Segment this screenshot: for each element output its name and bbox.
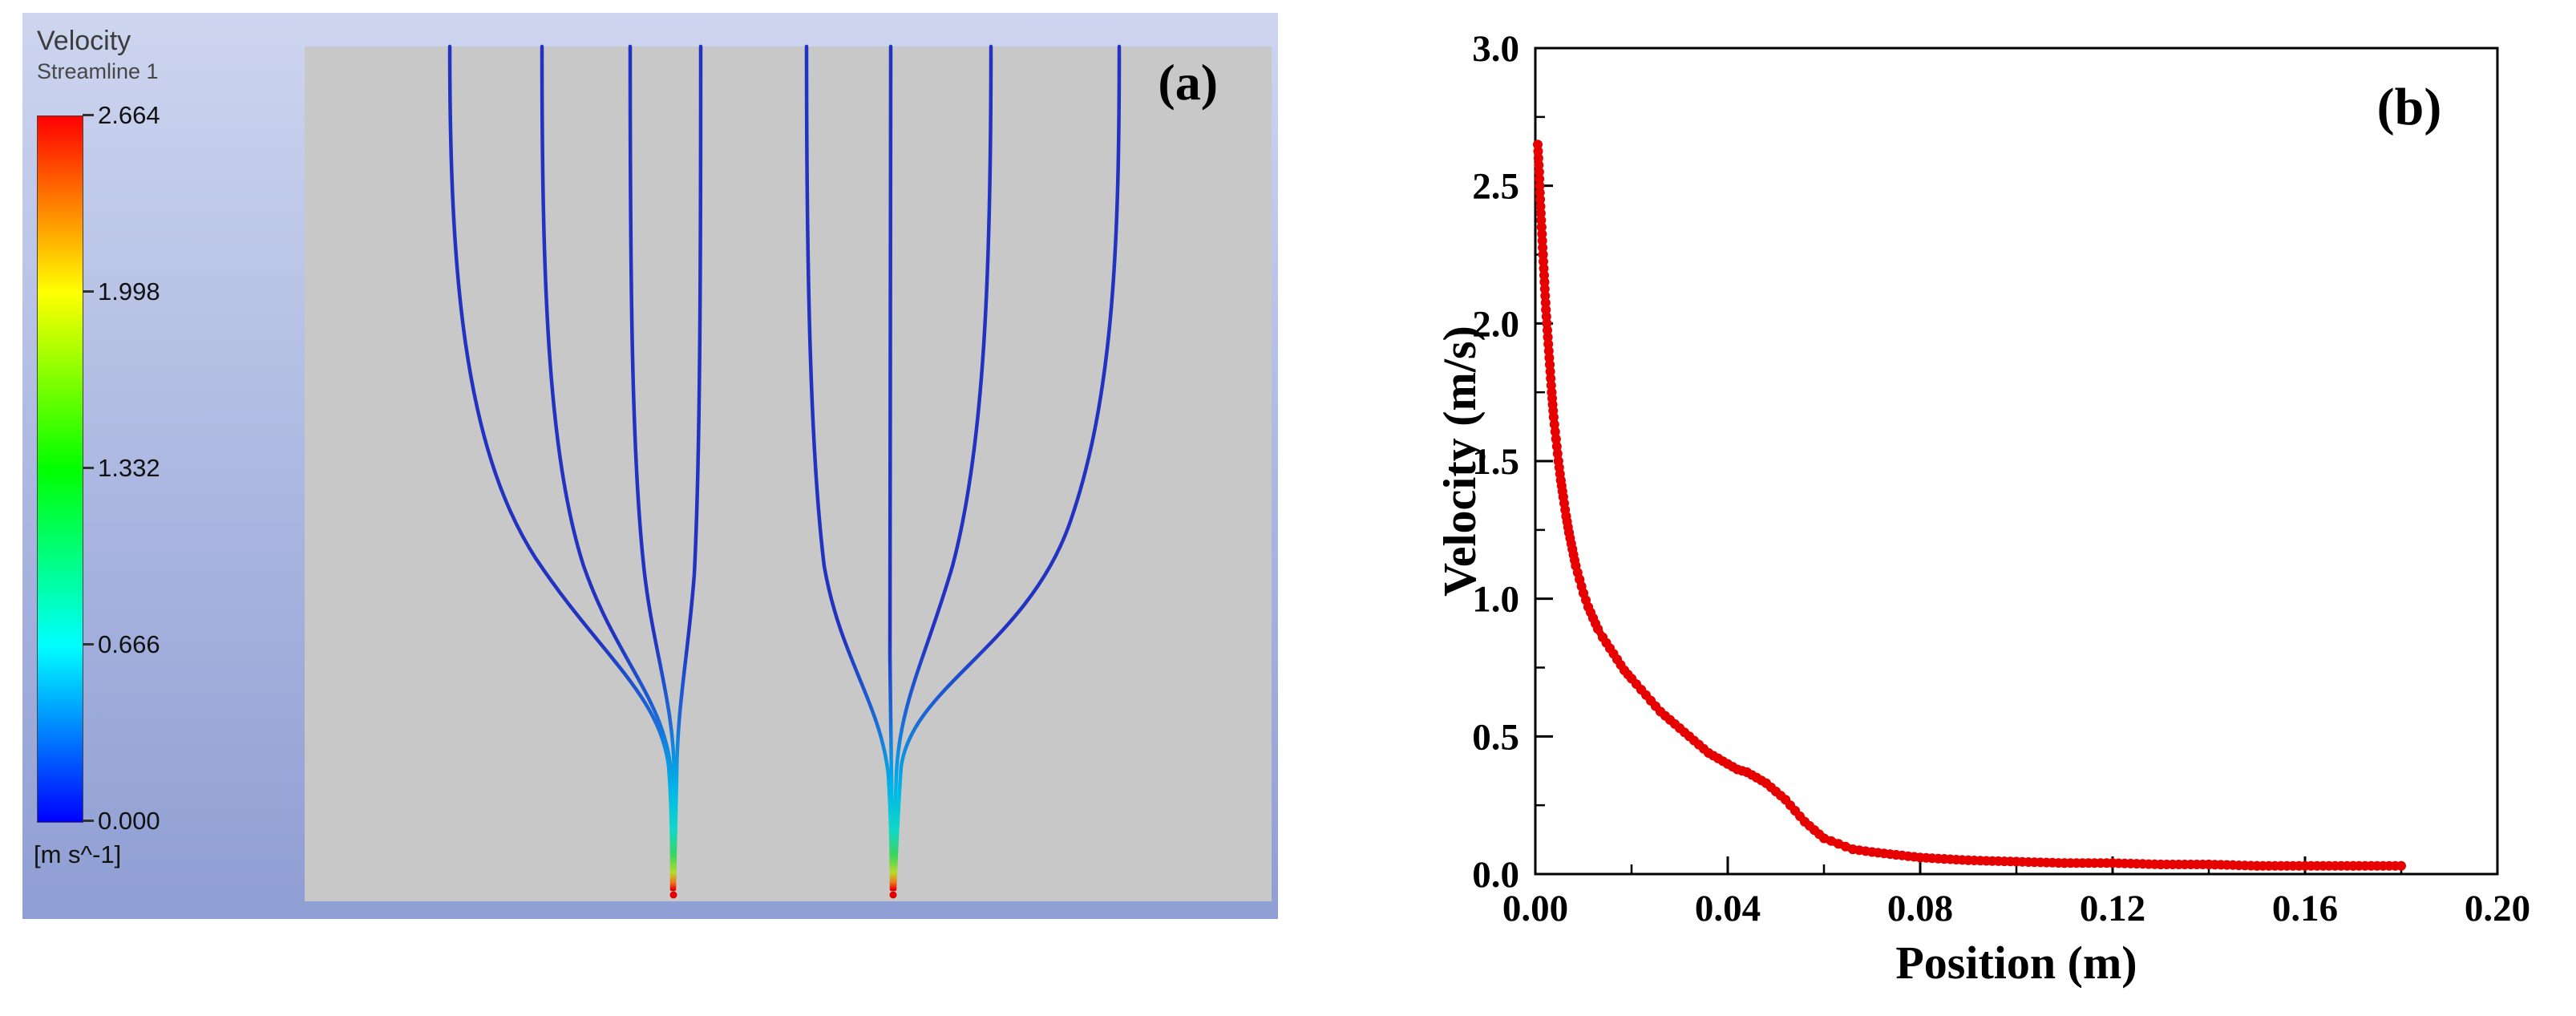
data-marker: [1536, 222, 1547, 233]
colorbar-legend: Velocity Streamline 1 2.664 1.998 1.332 …: [22, 13, 305, 919]
data-marker: [1544, 353, 1555, 363]
data-marker: [1539, 270, 1549, 281]
data-marker: [1552, 448, 1563, 459]
data-marker: [1533, 146, 1543, 156]
streamline-path: [891, 44, 993, 892]
data-marker: [1543, 325, 1552, 335]
cfd-viewport: [305, 47, 1272, 901]
streamline-path: [888, 44, 895, 892]
axis-ticks: [1534, 47, 2499, 876]
data-marker: [1542, 318, 1552, 329]
series-line: [1534, 140, 2405, 870]
data-marker: [1549, 419, 1559, 430]
data-marker: [1540, 291, 1551, 301]
colorbar-tick-label: 1.998: [83, 277, 160, 306]
streamline-path: [672, 44, 703, 892]
data-marker: [1834, 839, 1843, 849]
data-marker: [1540, 298, 1551, 308]
data-marker: [1546, 380, 1556, 391]
data-marker: [1539, 284, 1550, 294]
panel-a-label: (a): [1158, 54, 1218, 111]
data-marker: [1538, 249, 1548, 260]
data-marker: [1543, 346, 1554, 356]
y-tick-label: 2.5: [1472, 166, 1519, 208]
data-marker: [1826, 836, 1836, 846]
streamline-path: [804, 44, 894, 892]
data-marker: [1841, 841, 1850, 852]
data-marker: [1535, 208, 1546, 218]
y-tick-label: 1.0: [1472, 579, 1519, 621]
x-axis-title: Position (m): [1895, 937, 2137, 989]
colorbar-tick-label: 2.664: [83, 101, 160, 129]
data-marker: [1535, 201, 1546, 212]
colorbar: [37, 115, 83, 823]
streamline-path: [892, 44, 1122, 892]
x-tick-label: 0.00: [1502, 888, 1568, 929]
data-marker: [1535, 194, 1545, 204]
data-marker: [1534, 160, 1544, 170]
jet-tip-dot: [889, 891, 897, 899]
plot-frame: [1534, 47, 2499, 876]
colorbar-tick-label: 0.666: [83, 630, 160, 658]
legend-units: [m s^-1]: [34, 840, 122, 868]
panel-b-label: (b): [2377, 78, 2442, 136]
data-series: [1533, 140, 2406, 871]
x-tick-label: 0.08: [1887, 888, 1953, 929]
x-tick-label: 0.04: [1695, 888, 1761, 929]
data-marker: [1541, 311, 1551, 322]
y-tick-label: 2.0: [1472, 303, 1519, 345]
data-marker: [1537, 236, 1547, 246]
data-marker: [1533, 140, 1543, 150]
data-marker: [2396, 860, 2406, 871]
x-tick-label: 0.12: [2080, 888, 2145, 929]
y-tick-label: 1.5: [1472, 441, 1519, 483]
data-marker: [1539, 257, 1548, 267]
plot-svg: 0.00 0.04 0.08 0.12 0.16 0.20 0.0 0.5 1.0 1.5 2.0 2…: [1434, 28, 2530, 989]
x-tick-label: 0.20: [2465, 888, 2530, 929]
legend-title: Velocity: [37, 26, 131, 56]
data-marker: [1551, 434, 1561, 444]
data-marker: [1539, 277, 1550, 287]
jet-tip-dot: [669, 891, 677, 899]
velocity-position-chart: 0.00 0.04 0.08 0.12 0.16 0.20 0.0 0.5 1.0 1.5 2.0 2…: [1434, 8, 2566, 1010]
y-tick-label: 0.0: [1472, 854, 1519, 896]
data-marker: [1539, 263, 1549, 273]
data-marker: [1534, 167, 1544, 177]
data-marker: [1543, 332, 1553, 342]
data-marker: [1548, 412, 1559, 423]
data-marker: [1533, 153, 1543, 164]
data-marker: [1593, 624, 1603, 634]
streamline-path: [540, 44, 675, 892]
data-marker: [1537, 229, 1547, 239]
data-marker: [1551, 441, 1562, 451]
data-marker: [1535, 188, 1545, 198]
streamlines-svg: [447, 44, 1122, 899]
y-axis-title: Velocity (m/s): [1443, 326, 1486, 597]
data-marker: [1550, 427, 1560, 437]
tick-labels: 0.00 0.04 0.08 0.12 0.16 0.20 0.0 0.5 1.0 1.5 2.0 2…: [1472, 28, 2530, 929]
data-marker: [1543, 339, 1554, 350]
data-marker: [1545, 359, 1555, 370]
data-marker: [1819, 833, 1829, 844]
cfd-streamline-panel: Velocity Streamline 1 2.664 1.998 1.332 …: [22, 13, 1278, 919]
data-marker: [1535, 174, 1545, 184]
streamlines-group: [447, 44, 1122, 899]
colorbar-tick-label: 0.000: [83, 807, 160, 835]
data-marker: [1536, 215, 1547, 225]
legend-subtitle: Streamline 1: [37, 59, 159, 83]
data-marker: [1538, 242, 1548, 253]
y-tick-label: 3.0: [1472, 28, 1519, 70]
data-marker: [1541, 305, 1551, 315]
colorbar-tick-label: 1.332: [83, 454, 160, 482]
data-marker: [1546, 374, 1556, 383]
data-marker: [1545, 366, 1555, 377]
x-tick-label: 0.16: [2272, 888, 2338, 929]
y-tick-label: 0.5: [1472, 716, 1519, 758]
data-marker: [1535, 180, 1545, 191]
